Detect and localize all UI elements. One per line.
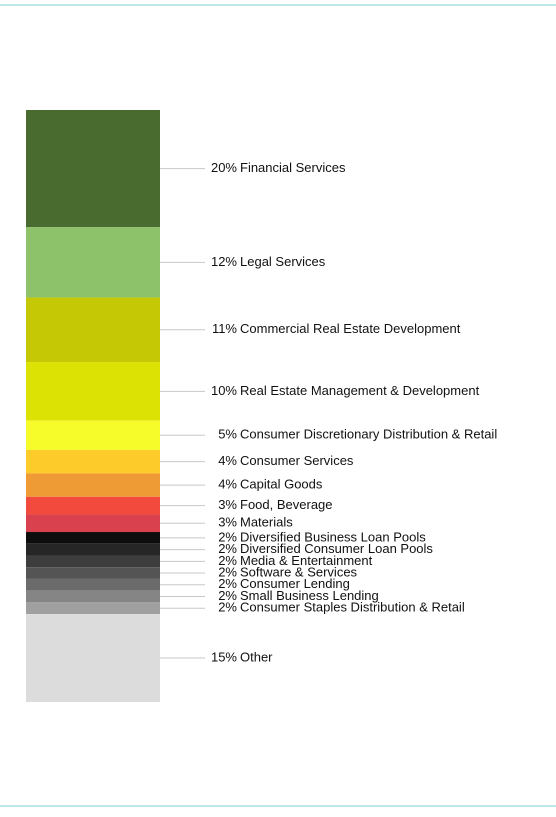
value-label: 2%	[218, 588, 237, 603]
bar-segment	[26, 420, 160, 450]
bar-segment	[26, 555, 160, 568]
value-label: 2%	[218, 600, 237, 615]
category-label: Consumer Services	[240, 453, 354, 468]
category-label: Diversified Business Loan Pools	[240, 529, 426, 544]
bar-segment	[26, 602, 160, 615]
category-label: Consumer Lending	[240, 576, 350, 591]
bar-segment	[26, 532, 160, 544]
category-label: Other	[240, 649, 273, 664]
category-label: Media & Entertainment	[240, 553, 373, 568]
value-label: 3%	[218, 497, 237, 512]
category-label: Diversified Consumer Loan Pools	[240, 541, 433, 556]
value-label: 10%	[211, 383, 237, 398]
bar-segment	[26, 567, 160, 579]
bar-segment	[26, 578, 160, 591]
bar-segment	[26, 297, 160, 363]
value-label: 2%	[218, 553, 237, 568]
category-label: Legal Services	[240, 254, 326, 269]
bar-segment	[26, 362, 160, 421]
category-label: Software & Services	[240, 564, 358, 579]
value-label: 5%	[218, 427, 237, 442]
value-label: 11%	[212, 321, 237, 336]
bar-segment	[26, 514, 160, 533]
value-label: 2%	[218, 564, 237, 579]
value-label: 20%	[211, 160, 237, 175]
category-label: Commercial Real Estate Development	[240, 321, 461, 336]
category-label: Capital Goods	[240, 477, 323, 492]
category-label: Consumer Discretionary Distribution & Re…	[240, 427, 497, 442]
bar-segment	[26, 227, 160, 298]
value-label: 2%	[218, 576, 237, 591]
category-label: Consumer Staples Distribution & Retail	[240, 600, 465, 615]
category-label: Small Business Lending	[240, 588, 379, 603]
value-label: 2%	[218, 541, 237, 556]
value-label: 15%	[211, 649, 237, 664]
value-label: 3%	[218, 515, 237, 530]
bar-segment	[26, 110, 160, 228]
category-label: Materials	[240, 515, 293, 530]
value-label: 4%	[218, 453, 237, 468]
bar-segment	[26, 473, 160, 497]
bar-segment	[26, 590, 160, 603]
category-label: Real Estate Management & Development	[240, 383, 480, 398]
bar-segment	[26, 449, 160, 474]
category-label: Financial Services	[240, 160, 346, 175]
value-label: 12%	[211, 254, 237, 269]
bar-segment	[26, 543, 160, 556]
value-label: 4%	[218, 477, 237, 492]
bar-segment	[26, 614, 160, 702]
bar-segment	[26, 496, 160, 515]
category-label: Food, Beverage	[240, 497, 333, 512]
value-label: 2%	[218, 529, 237, 544]
